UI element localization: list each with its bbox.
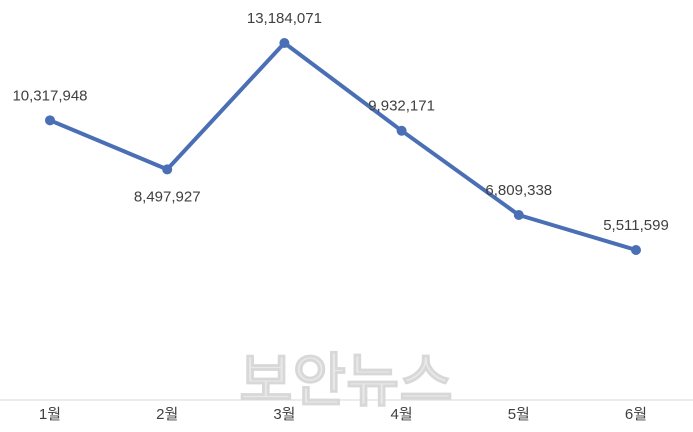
point: [279, 38, 290, 48]
x-tick-label: 6월: [625, 406, 647, 423]
data-label: 6,809,338: [485, 182, 552, 199]
data-label: 8,497,927: [134, 188, 201, 205]
x-tick-label: 2월: [156, 406, 178, 423]
x-tick-label: 4월: [391, 406, 413, 423]
watermark: 보안뉴스: [239, 348, 452, 413]
x-tick-label: 3월: [273, 406, 295, 423]
point: [162, 164, 173, 175]
point: [513, 209, 524, 220]
point: [631, 245, 641, 255]
data-label: 13,184,071: [247, 10, 322, 27]
x-tick-label: 5월: [508, 406, 530, 423]
data-label: 5,511,599: [603, 217, 669, 234]
data-label: 10,317,948: [12, 87, 87, 104]
line: [49, 41, 637, 252]
point: [396, 125, 407, 136]
data-label: 9,932,171: [368, 98, 435, 115]
x-tick-label: 1월: [39, 406, 61, 423]
point: [45, 115, 55, 126]
